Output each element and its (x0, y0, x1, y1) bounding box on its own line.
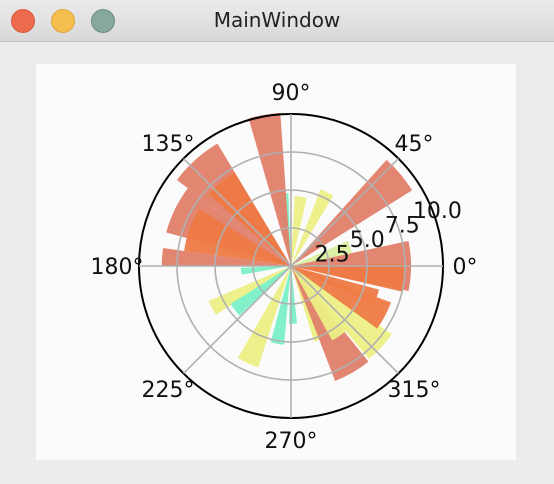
title-bar: MainWindow (0, 0, 554, 42)
polar-bar (237, 266, 291, 368)
close-button[interactable] (11, 9, 35, 33)
angular-grid-line (290, 265, 400, 375)
bars-layer (161, 112, 413, 381)
minimize-button[interactable] (51, 9, 75, 33)
window-title: MainWindow (213, 8, 341, 32)
polar-bar (208, 172, 291, 266)
angle-tick-label: 135° (141, 132, 194, 157)
grid-layer (138, 113, 444, 419)
polar-bar (208, 266, 291, 315)
radial-tick-label: 5.0 (350, 228, 385, 253)
radial-tick-label: 7.5 (385, 213, 420, 238)
radial-tick-label: 10.0 (413, 199, 462, 224)
polar-bar (291, 159, 413, 266)
polar-bar-chart: 0° 45° 90° 135° 180° 225° 270° 315° 2.55.07.510.… (91, 81, 478, 454)
polar-bar (291, 266, 391, 329)
angle-tick-label: 45° (395, 132, 434, 157)
angle-tick-label: 315° (388, 378, 441, 403)
angle-tick-label: 225° (141, 378, 194, 403)
polar-bar (291, 196, 307, 266)
polar-bar (230, 266, 291, 316)
polar-bar (291, 240, 352, 266)
angular-grid-line (290, 157, 400, 267)
zoom-button[interactable] (91, 9, 115, 33)
labels-layer: 0° 45° 90° 135° 180° 225° 270° 315° 2.55.07.510.… (91, 81, 478, 454)
polar-bar (291, 266, 380, 305)
angle-tick-label: 270° (265, 429, 318, 454)
plot-canvas: 0° 45° 90° 135° 180° 225° 270° 315° 2.5 5.0 7.5 10.… (36, 64, 516, 460)
polar-bar (291, 264, 405, 292)
polar-bar (291, 266, 392, 360)
polar-bar (291, 266, 350, 341)
polar-bar (270, 266, 291, 345)
polar-bar (248, 112, 291, 266)
polar-bar (184, 208, 291, 266)
angle-tick-label: 180° (91, 255, 144, 280)
angle-tick-label: 90° (272, 81, 311, 106)
polar-bar (161, 248, 291, 266)
polar-bar (291, 189, 334, 266)
radial-tick-label: 2.5 (315, 242, 350, 267)
angle-tick-label: 0° (453, 255, 478, 280)
angular-grid-line (182, 157, 292, 267)
angular-grid-line (182, 265, 292, 375)
